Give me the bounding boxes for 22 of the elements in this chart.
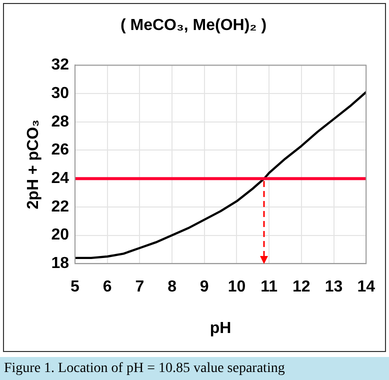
y-tick-label: 32 <box>51 56 70 74</box>
caption: Figure 1. Location of pH = 10.85 value separating <box>0 357 389 380</box>
x-tick-label: 13 <box>324 278 343 296</box>
y-tick-label: 28 <box>51 113 70 130</box>
x-tick-label: 11 <box>260 278 278 296</box>
x-tick-label: 9 <box>200 278 209 296</box>
chart-title: ( MeCO₃, Me(OH)₂ ) <box>120 17 267 34</box>
y-tick-label: 20 <box>51 226 70 244</box>
x-tick-label: 14 <box>357 278 376 296</box>
x-tick-label: 12 <box>292 278 310 296</box>
x-tick-label: 6 <box>102 278 112 296</box>
x-tick-label: 10 <box>228 278 246 296</box>
x-tick-label: 8 <box>168 278 177 296</box>
y-tick-label: 24 <box>51 170 70 187</box>
x-tick-label: 5 <box>70 278 80 296</box>
y-tick-label: 26 <box>51 142 70 159</box>
y-tick-label: 22 <box>51 198 70 216</box>
x-axis-title: pH <box>210 320 232 337</box>
y-axis-title: 2pH + pCO₃ <box>25 120 42 210</box>
x-tick-label: 7 <box>135 278 144 296</box>
y-tick-label: 18 <box>51 255 70 272</box>
y-tick-label: 30 <box>51 84 70 102</box>
